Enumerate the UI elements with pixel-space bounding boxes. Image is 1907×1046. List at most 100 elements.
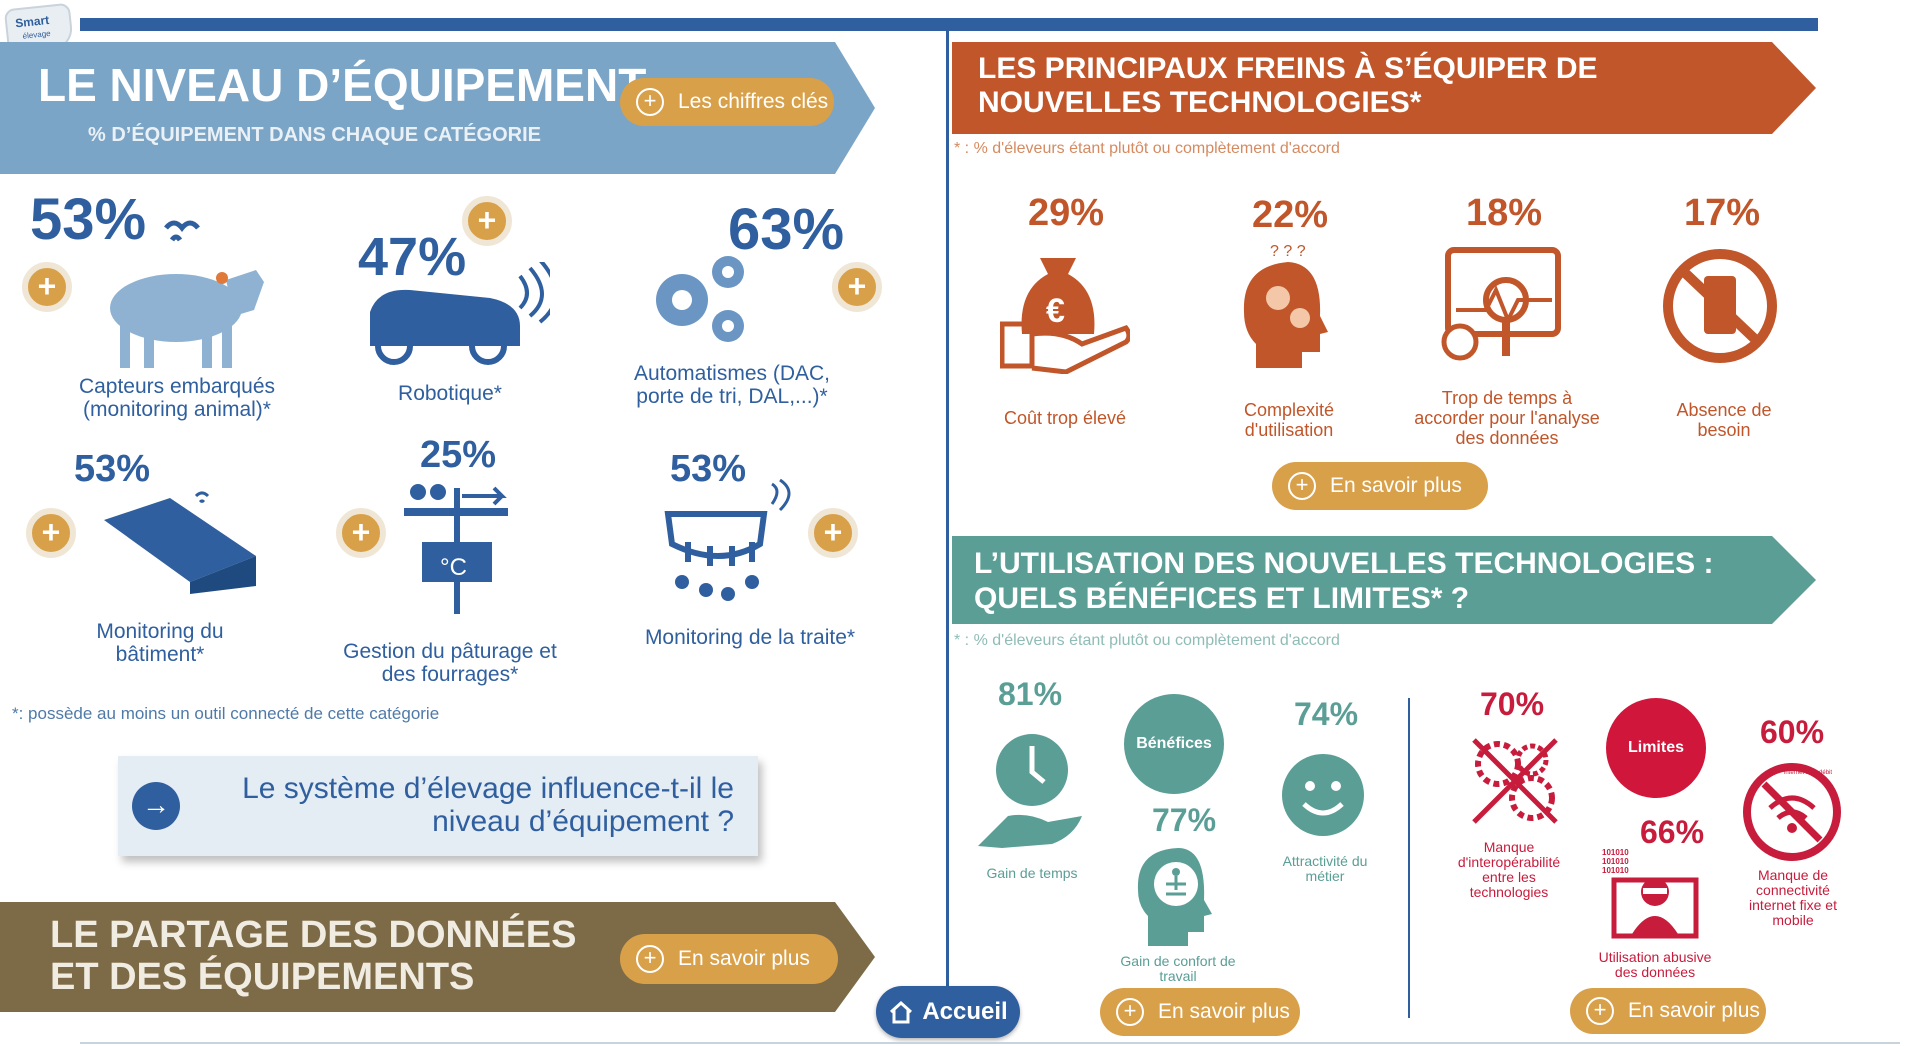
plus-circle-icon: + — [1288, 472, 1316, 500]
top-bar — [80, 18, 1818, 31]
barn-icon — [104, 491, 256, 594]
equipment-banner — [0, 42, 875, 174]
usage-banner — [952, 536, 1816, 624]
robot-mower-icon — [370, 262, 550, 365]
usage-note: * : % d'éleveurs étant plutôt ou complèt… — [954, 632, 1340, 649]
equipment-footnote: *: possède au moins un outil connecté de… — [12, 704, 440, 723]
broken-gears-icon — [1472, 738, 1558, 824]
svg-text:? ? ?: ? ? ? — [1270, 243, 1306, 260]
home-label: Accueil — [922, 998, 1008, 1025]
pct-connectivite: 60% — [1760, 714, 1825, 750]
usage-title: L’UTILISATION DES NOUVELLES TECHNOLOGIES… — [974, 547, 1714, 615]
plus-button-capteurs[interactable]: + — [22, 262, 72, 312]
bottom-rule — [80, 1042, 1900, 1044]
label-temps: Trop de temps à accorder pour l'analyse … — [1414, 388, 1600, 448]
benefits-badge: Bénéfices — [1124, 694, 1224, 794]
label-robotique: Robotique* — [398, 382, 502, 405]
pct-besoin: 17% — [1684, 192, 1761, 234]
freins-banner — [952, 42, 1816, 134]
pct-attractivite: 74% — [1294, 696, 1359, 732]
binary-text: 101010 101010 101010 — [1602, 848, 1629, 875]
logo-brand: Smart — [14, 12, 50, 31]
limits-more-button[interactable]: + En savoir plus — [1570, 988, 1766, 1034]
benefits-more-label: En savoir plus — [1158, 1000, 1290, 1023]
analysis-screen-icon — [1441, 247, 1561, 361]
milking-icon — [664, 478, 791, 601]
pct-gain-temps: 81% — [998, 676, 1063, 712]
pct-cout: 29% — [1028, 192, 1105, 234]
limits-badge: Limites — [1606, 698, 1706, 798]
no-phone-icon — [1663, 249, 1777, 363]
plus-circle-icon: + — [1586, 997, 1614, 1025]
plus-button-paturage[interactable]: + — [336, 508, 386, 558]
home-button[interactable]: Accueil — [876, 986, 1020, 1038]
share-more-label: En savoir plus — [678, 947, 810, 970]
plus-button-robotique[interactable]: + — [462, 196, 512, 246]
freins-note: * : % d'éleveurs étant plutôt ou complèt… — [954, 140, 1340, 157]
home-icon — [890, 1000, 913, 1024]
label-complexite: Complexité d'utilisation — [1243, 400, 1335, 440]
share-banner — [0, 902, 875, 1012]
equipment-subtitle: % D’ÉQUIPEMENT DANS CHAQUE CATÉGORIE — [88, 124, 541, 146]
label-donnees: Utilisation abusive des données — [1598, 949, 1712, 980]
label-paturage: Gestion du pâturage et des fourrages* — [343, 640, 557, 686]
binary-line-3: 101010 — [1602, 866, 1629, 875]
label-connectivite: Manque de connectivité internet fixe et … — [1749, 867, 1837, 928]
plus-circle-icon: + — [1116, 998, 1144, 1026]
arrow-right-icon: → — [132, 782, 180, 830]
binary-line-1: 101010 — [1602, 848, 1629, 857]
pct-confort: 77% — [1152, 802, 1217, 838]
share-more-button[interactable]: + En savoir plus — [620, 934, 838, 984]
logo-sub: élevage — [22, 28, 52, 41]
label-gain-temps: Gain de temps — [986, 865, 1078, 881]
plus-button-automatismes[interactable]: + — [832, 262, 882, 312]
freins-title: LES PRINCIPAUX FREINS À S’ÉQUIPER DE NOU… — [978, 52, 1598, 119]
key-figures-button[interactable]: + Les chiffres clés — [620, 78, 834, 126]
pct-traite: 53% — [670, 448, 747, 490]
pct-capteurs: 53% — [30, 187, 147, 252]
smiley-icon — [1282, 754, 1364, 836]
label-automatismes: Automatismes (DAC, porte de tri, DAL,...… — [633, 362, 831, 408]
binary-line-2: 101010 — [1602, 857, 1629, 866]
money-bag-hand-icon: € — [1000, 258, 1130, 374]
svg-text:€: € — [1046, 292, 1065, 330]
benefits-more-button[interactable]: + En savoir plus — [1100, 988, 1300, 1036]
freins-more-label: En savoir plus — [1330, 474, 1462, 497]
no-internet-icon — [1743, 763, 1841, 861]
freins-more-button[interactable]: + En savoir plus — [1272, 462, 1488, 510]
share-title: LE PARTAGE DES DONNÉES ET DES ÉQUIPEMENT… — [50, 914, 577, 998]
weather-station-icon — [404, 484, 508, 614]
hacker-screen-icon — [1611, 877, 1699, 939]
question-box[interactable]: → Le système d’élevage influence-t-il le… — [118, 756, 758, 856]
pct-paturage: 25% — [420, 434, 497, 476]
plus-button-traite[interactable]: + — [808, 508, 858, 558]
label-attractivite: Attractivité du métier — [1282, 853, 1368, 884]
internet-ring-text: internet haut débit — [1784, 770, 1833, 776]
equipment-title: LE NIVEAU D’ÉQUIPEMENT — [38, 59, 647, 111]
plus-circle-icon: + — [636, 88, 664, 116]
head-gears-icon: ? ? ? — [1243, 243, 1328, 368]
plus-circle-icon: + — [636, 945, 664, 973]
limits-badge-label: Limites — [1627, 739, 1684, 756]
pct-batiment: 53% — [74, 448, 151, 490]
label-confort: Gain de confort de travail — [1120, 953, 1236, 984]
clock-hand-icon — [978, 734, 1082, 848]
pct-complexite: 22% — [1252, 194, 1329, 236]
label-besoin: Absence de besoin — [1676, 400, 1772, 440]
benefits-badge-label: Bénéfices — [1136, 735, 1212, 752]
label-traite: Monitoring de la traite* — [644, 626, 856, 649]
head-meditation-icon — [1137, 848, 1212, 946]
cow-icon — [110, 220, 264, 368]
pct-interoperabilite: 70% — [1480, 686, 1545, 722]
label-cout: Coût trop élevé — [1003, 408, 1127, 428]
limits-more-label: En savoir plus — [1628, 999, 1760, 1022]
plus-button-batiment[interactable]: + — [26, 508, 76, 558]
key-figures-label: Les chiffres clés — [678, 90, 829, 113]
label-interoperabilite: Manque d'interopérabilité entre les tech… — [1457, 839, 1561, 900]
question-text: Le système d’élevage influence-t-il le n… — [242, 772, 734, 838]
pct-robotique: 47% — [358, 227, 467, 287]
pct-automatismes: 63% — [728, 197, 845, 262]
gears-icon — [656, 256, 744, 342]
benefits-limits-divider — [1408, 698, 1410, 1018]
label-batiment: Monitoring du bâtiment* — [96, 620, 224, 666]
